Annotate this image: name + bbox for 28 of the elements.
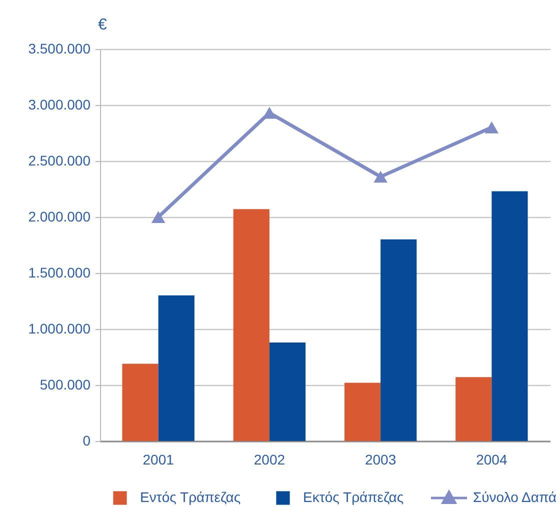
x-tick-label: 2001 [142, 452, 174, 468]
legend-label: Εντός Τράπεζας [140, 489, 241, 505]
y-tick-label: 3.500.000 [28, 40, 91, 56]
legend-label: Εκτός Τράπεζας [303, 489, 404, 505]
x-tick-label: 2003 [364, 452, 396, 468]
x-tick-label: 2004 [476, 452, 508, 468]
bar [380, 239, 417, 441]
point [151, 211, 166, 223]
y-tick-label: 500.000 [40, 376, 91, 392]
bar [233, 209, 270, 441]
y-tick-label: 2.500.000 [28, 152, 91, 168]
bar [122, 364, 158, 441]
y-tick-label: 0 [82, 432, 91, 448]
bar [344, 382, 381, 441]
y-tick-label: 2.000.000 [28, 208, 91, 224]
y-tick-label: 3.000.000 [28, 96, 91, 112]
bar [456, 377, 492, 441]
point [262, 106, 276, 119]
bar [492, 191, 528, 441]
point [484, 121, 499, 134]
legend-label: Σύνολο Δαπά [473, 489, 557, 505]
y-axis-title: € [98, 16, 108, 34]
y-tick-label: 1.500.000 [28, 264, 91, 280]
x-tick-label: 2002 [254, 452, 286, 468]
bar [158, 295, 194, 441]
bar [269, 342, 306, 441]
point [374, 170, 388, 183]
y-tick-label: 1.000.000 [28, 320, 91, 336]
